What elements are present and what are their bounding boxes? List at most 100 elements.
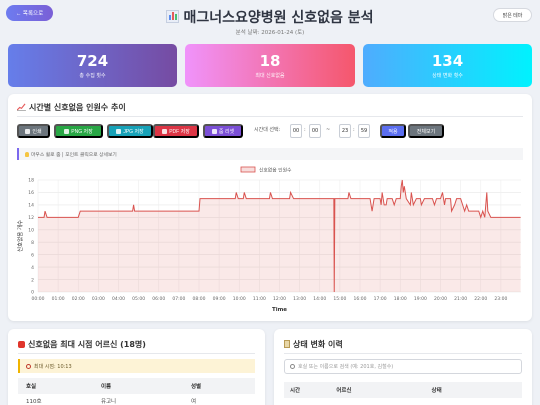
jpg-label: JPG 저장 xyxy=(123,128,144,135)
stat-value: 134 xyxy=(431,52,464,70)
cell-room: 110호 xyxy=(26,399,42,405)
chart-card-title: 시간별 신호없음 인원수 추이 xyxy=(17,102,126,113)
end-hour-input[interactable]: 23 xyxy=(339,124,351,138)
png-label: PNG 저장 xyxy=(71,128,93,135)
printer-icon xyxy=(25,128,31,134)
document-icon xyxy=(162,128,168,134)
camera-icon xyxy=(64,128,70,134)
x-tick-label: 15:00 xyxy=(333,296,346,302)
cell-gender: 여 xyxy=(190,399,197,405)
stat-value: 18 xyxy=(259,52,281,70)
page-title-text: 매그너스요양병원 신호없음 분석 xyxy=(183,10,374,26)
history-search-input[interactable]: 호실 또는 이름으로 검색 (예: 201호, 김철수) xyxy=(284,359,522,374)
x-tick-label: 08:00 xyxy=(193,296,206,302)
series-line xyxy=(38,179,521,293)
colon: : xyxy=(304,127,306,133)
bar-chart-icon xyxy=(166,10,180,23)
x-tick-label: 04:00 xyxy=(112,296,125,302)
end-minute-input[interactable]: 59 xyxy=(358,124,370,138)
save-pdf-button[interactable]: PDF 저장 xyxy=(153,124,199,138)
save-jpg-button[interactable]: JPG 저장 xyxy=(107,124,153,138)
x-tick-label: 06:00 xyxy=(152,296,165,302)
y-tick-label: 14 xyxy=(28,203,34,209)
x-tick-label: 03:00 xyxy=(92,296,105,302)
y-tick-label: 6 xyxy=(31,252,34,258)
y-tick-label: 8 xyxy=(31,240,34,246)
legend-label: 신호없음 인원수 xyxy=(259,167,292,174)
x-tick-label: 10:00 xyxy=(233,296,246,302)
stat-card-state-changes: 134 상태 변화 횟수 xyxy=(363,44,532,87)
save-png-button[interactable]: PNG 저장 xyxy=(54,124,103,138)
search-placeholder: 호실 또는 이름으로 검색 (예: 201호, 김철수) xyxy=(298,364,394,370)
divider xyxy=(18,353,255,354)
time-range-label: 시간대 선택: xyxy=(254,127,281,133)
x-tick-label: 02:00 xyxy=(72,296,85,302)
x-tick-label: 05:00 xyxy=(132,296,145,302)
x-tick-label: 23:00 xyxy=(494,296,507,302)
stat-label: 총 수집 횟수 xyxy=(79,73,106,79)
colon: : xyxy=(353,127,355,133)
x-tick-label: 17:00 xyxy=(374,296,387,302)
start-minute-input[interactable]: 00 xyxy=(309,124,321,138)
zoom-reset-button[interactable]: 줌 리셋 xyxy=(203,124,243,138)
image-icon xyxy=(116,128,122,134)
divider xyxy=(17,116,523,117)
peak-residents-card: 신호없음 최대 시점 어르신 (18명) 최대 시점: 10:13 호실 이름 … xyxy=(8,329,265,405)
apply-button[interactable]: 적용 xyxy=(380,124,406,138)
zoom-reset-label: 줌 리셋 xyxy=(218,128,235,135)
peak-card-title-text: 신호없음 최대 시점 어르신 (18명) xyxy=(28,340,146,349)
y-tick-label: 4 xyxy=(31,265,34,271)
stat-value: 724 xyxy=(76,52,109,70)
x-tick-label: 07:00 xyxy=(172,296,185,302)
stat-label: 최대 신호없음 xyxy=(255,73,285,79)
x-tick-label: 22:00 xyxy=(474,296,487,302)
history-table-header: 시간 어르신 상태 xyxy=(284,382,522,398)
x-tick-label: 16:00 xyxy=(354,296,367,302)
peak-time-badge: 최대 시점: 10:13 xyxy=(18,359,255,373)
column-header-time: 시간 xyxy=(290,388,301,394)
y-tick-label: 12 xyxy=(28,215,34,221)
clipboard-icon xyxy=(284,340,290,348)
x-tick-label: 01:00 xyxy=(52,296,65,302)
legend-swatch xyxy=(240,166,256,173)
x-tick-label: 14:00 xyxy=(313,296,326,302)
peak-time-text: 최대 시점: 10:13 xyxy=(34,363,72,370)
stat-card-max-no-signal: 18 최대 신호없음 xyxy=(185,44,355,87)
x-tick-label: 19:00 xyxy=(414,296,427,302)
x-tick-label: 20:00 xyxy=(434,296,447,302)
x-tick-label: 12:00 xyxy=(273,296,286,302)
column-header-gender: 성별 xyxy=(190,384,202,390)
peak-card-title: 신호없음 최대 시점 어르신 (18명) xyxy=(18,339,146,350)
column-header-room: 호실 xyxy=(26,384,37,390)
x-tick-label: 09:00 xyxy=(213,296,226,302)
range-dash: ~ xyxy=(326,127,331,133)
column-header-resident: 어르신 xyxy=(336,388,352,394)
state-history-card: 상태 변화 이력 호실 또는 이름으로 검색 (예: 201호, 김철수) 시간… xyxy=(274,329,532,405)
print-label: 인쇄 xyxy=(32,128,42,135)
print-button[interactable]: 인쇄 xyxy=(17,124,50,138)
light-theme-button[interactable]: 밝은 테마 xyxy=(493,8,532,22)
start-hour-input[interactable]: 00 xyxy=(290,124,302,138)
x-tick-label: 00:00 xyxy=(32,296,45,302)
line-chart[interactable]: 0 2 4 6 8 10 12 14 16 18 00:00 01:00 02:00 03:00 04:00… xyxy=(8,164,532,314)
magnifier-icon xyxy=(211,128,217,134)
back-to-list-button[interactable]: ← 목록으로 xyxy=(6,5,53,21)
trend-up-icon xyxy=(17,103,26,111)
x-tick-label: 18:00 xyxy=(394,296,407,302)
table-row[interactable]: 110호 유고니 여 xyxy=(18,395,255,405)
y-tick-label: 0 xyxy=(31,290,34,296)
series-area xyxy=(38,180,521,292)
trend-chart-card: 시간별 신호없음 인원수 추이 인쇄 PNG 저장 JPG 저장 PDF 저장 … xyxy=(8,94,532,321)
table-header: 호실 이름 성별 xyxy=(18,378,255,394)
stat-card-total-collections: 724 총 수집 횟수 xyxy=(8,44,177,87)
analysis-date: 분석 날짜: 2026-01-24 (토) xyxy=(235,30,305,36)
x-tick-label: 11:00 xyxy=(253,296,266,302)
pdf-label: PDF 저장 xyxy=(169,128,190,135)
search-icon xyxy=(290,364,295,369)
history-card-title-text: 상태 변화 이력 xyxy=(293,340,343,349)
y-tick-label: 16 xyxy=(28,190,34,196)
y-axis-label: 신호없음 개수 xyxy=(16,220,24,252)
show-all-button[interactable]: 전체보기 xyxy=(408,124,444,138)
chart-hint: 마우스 휠로 줌 | 포인트 클릭으로 상세보기 xyxy=(17,148,523,160)
page-title: 매그너스요양병원 신호없음 분석 xyxy=(0,7,540,27)
